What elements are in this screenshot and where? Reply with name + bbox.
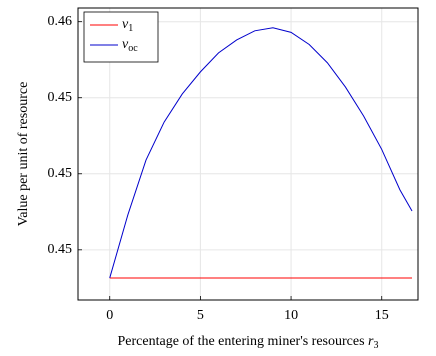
y-tick-label: 0.45 — [48, 90, 73, 105]
y-axis-label: Value per unit of resource — [16, 82, 31, 227]
legend-label: voc — [122, 37, 138, 54]
y-tick-label: 0.46 — [48, 14, 73, 29]
plot-frame — [77, 7, 419, 301]
legend-label: v1 — [122, 17, 133, 34]
x-tick-label: 15 — [375, 308, 389, 323]
legend-box — [83, 11, 159, 63]
x-axis-label: Percentage of the entering miner's resou… — [118, 334, 379, 351]
x-tick-label: 0 — [106, 308, 113, 323]
x-tick-label: 5 — [197, 308, 204, 323]
x-tick-label: 10 — [284, 308, 298, 323]
y-tick-label: 0.45 — [48, 166, 73, 181]
y-tick-label: 0.45 — [48, 242, 73, 257]
line-series — [109, 27, 413, 279]
